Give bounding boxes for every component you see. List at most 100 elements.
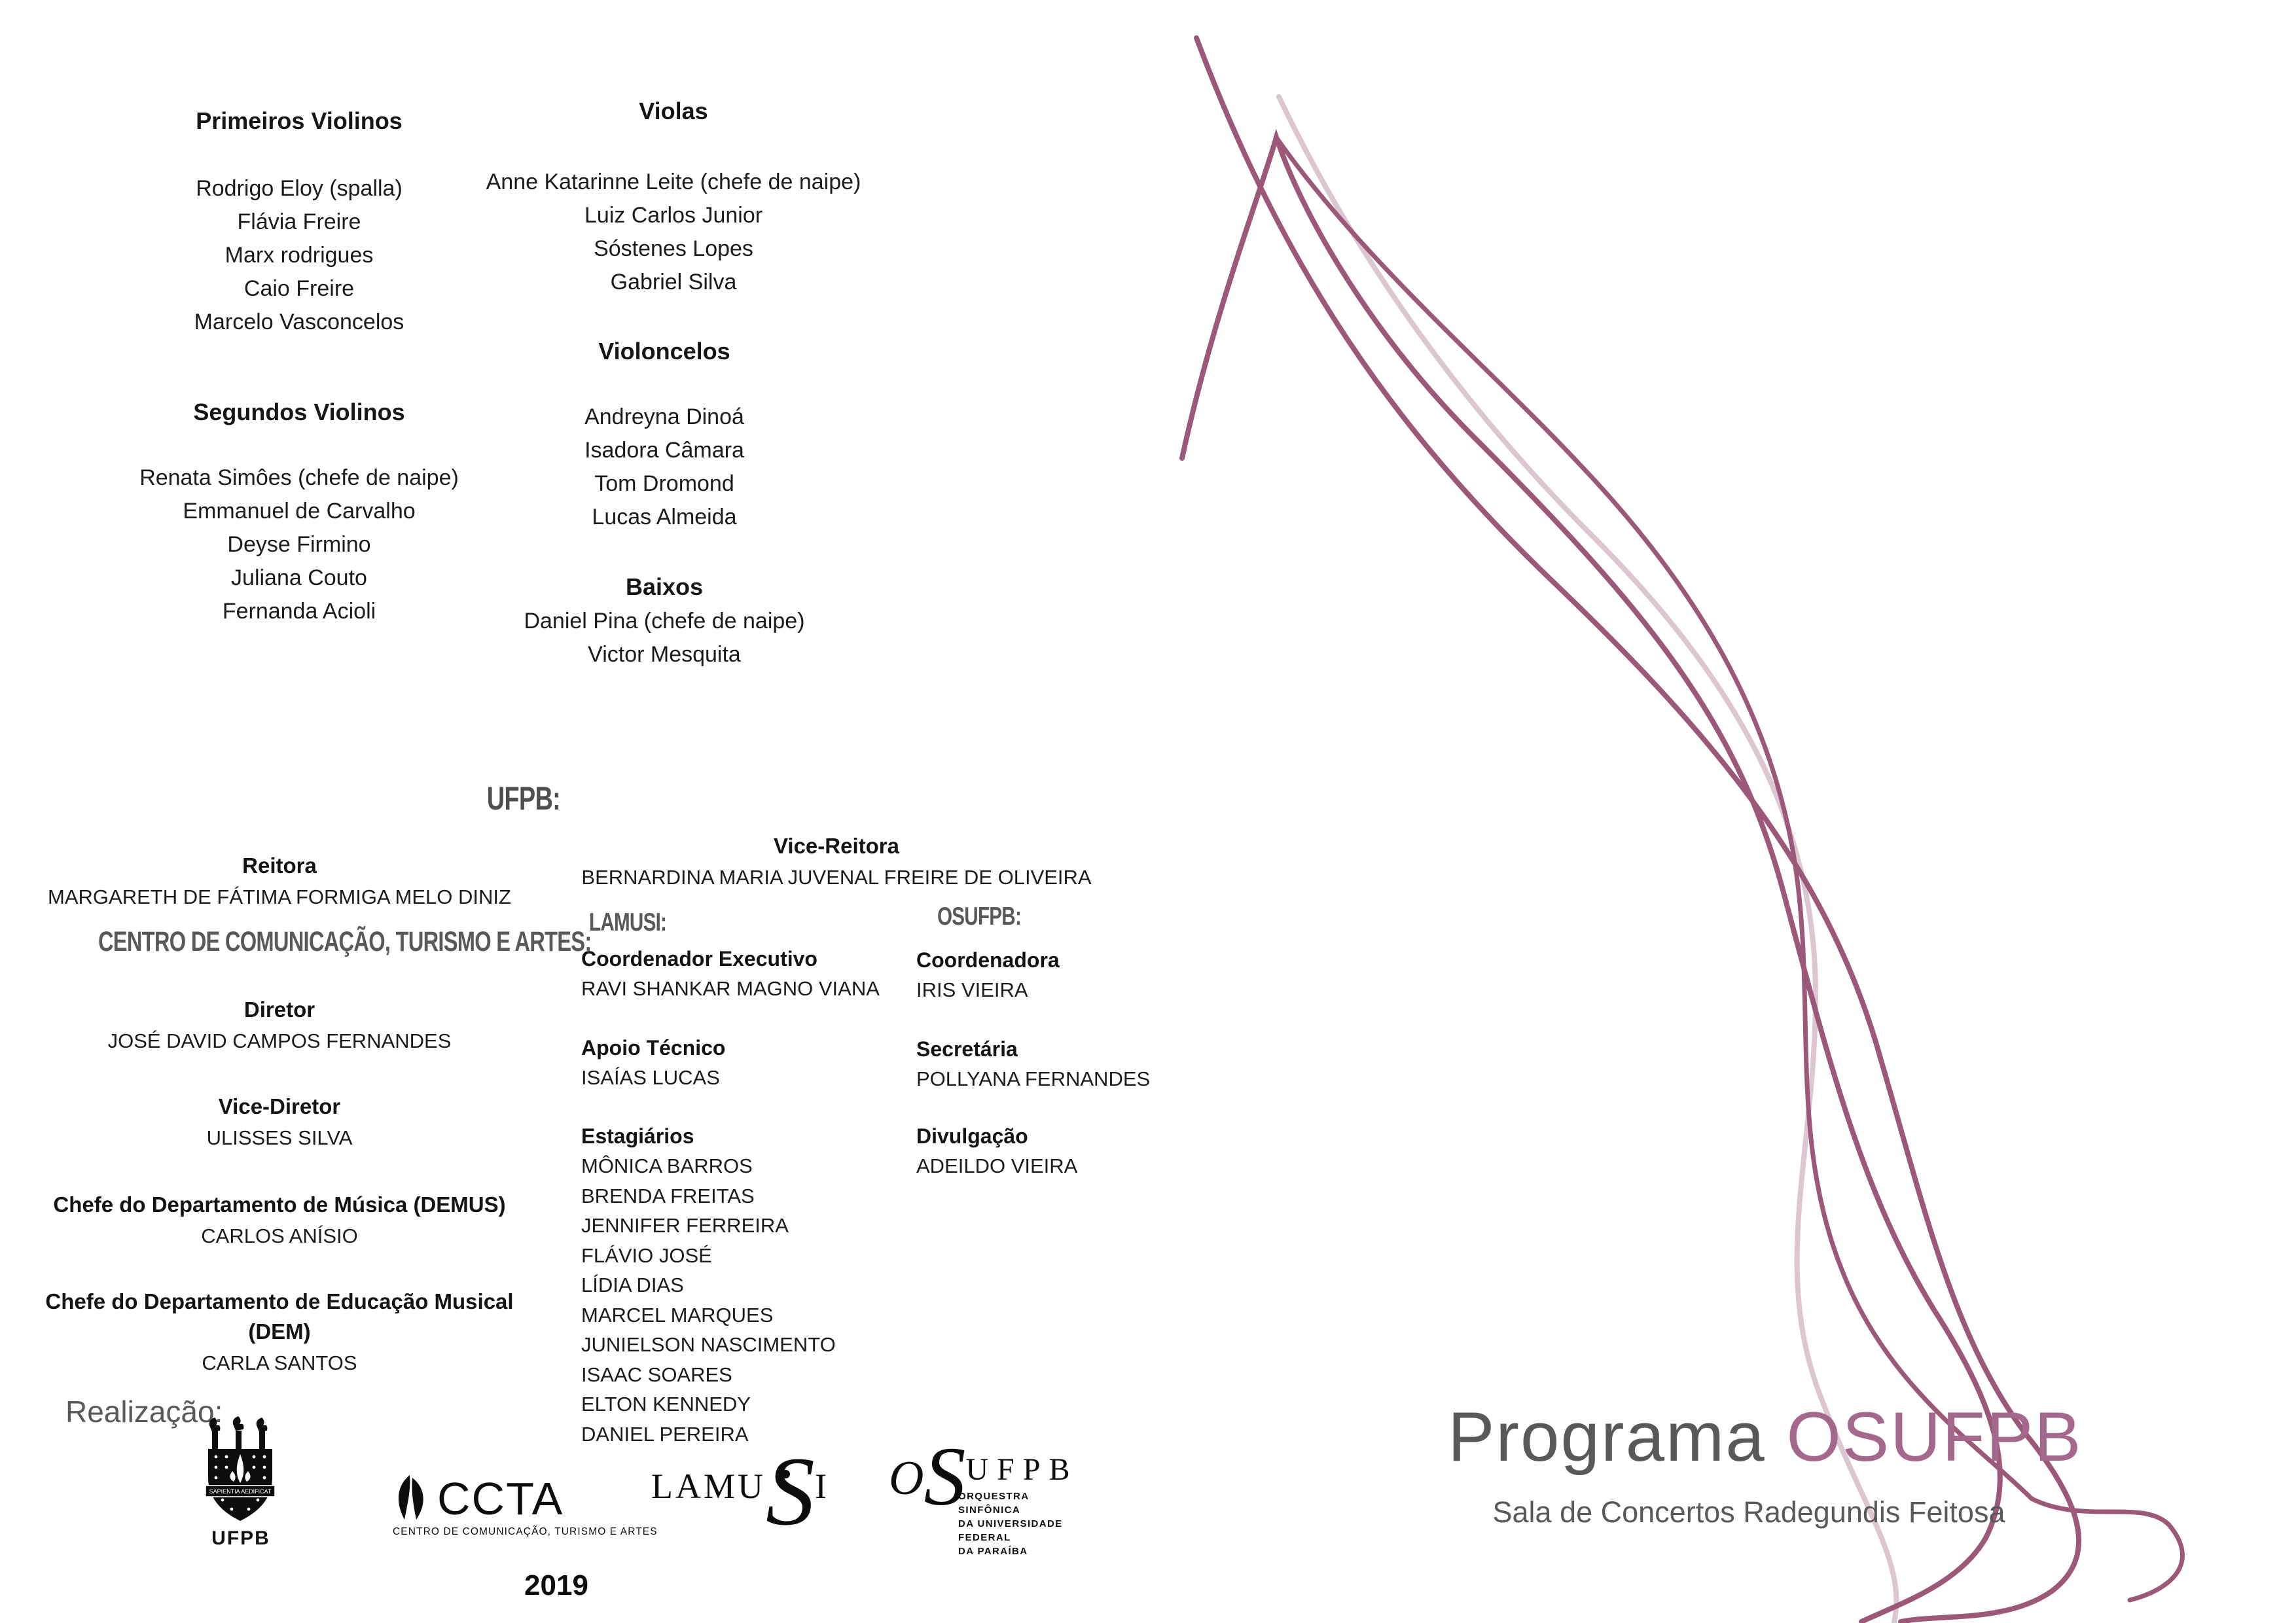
member-name: Anne Katarinne Leite (chefe de naipe) [486,169,861,194]
ccta-logo-subtext: CENTRO DE COMUNICAÇÃO, TURISMO E ARTES [393,1526,658,1537]
ufpb-heading-text: UFPB: [486,780,561,817]
member-name: Lucas Almeida [592,505,737,529]
role-label: Vice-Diretor [218,1094,341,1118]
role-label: Reitora [242,853,317,878]
osufpb-secretaria-block: Secretária POLLYANA FERNANDES [916,1034,1150,1094]
member-name: Sóstenes Lopes [594,236,753,261]
estagiarios-block: Estagiários MÔNICA BARROS BRENDA FREITAS… [581,1121,836,1449]
role-name: ISAÍAS LUCAS [581,1066,720,1089]
member-name: Marcelo Vasconcelos [194,310,404,334]
section-title: Baixos [625,573,704,600]
lamusi-logo-part2: I [815,1467,829,1506]
intern-name: ISAAC SOARES [581,1363,732,1386]
section-title: Violas [639,98,708,124]
member-name: Rodrigo Eloy (spalla) [196,176,403,201]
osufpb-heading-block: OSUFPB: [937,900,1048,934]
role-label: Divulgação [916,1124,1028,1148]
realizacao-label: Realização: [65,1395,223,1429]
member-name: Victor Mesquita [588,642,741,667]
ccta-logo-word: CCTA [437,1473,564,1524]
osufpb-divulgacao-block: Divulgação ADEILDO VIEIRA [916,1121,1077,1181]
section-title: Segundos Violinos [193,399,405,425]
intern-name: ELTON KENNEDY [581,1393,751,1416]
lamusi-swash-icon: S [766,1437,815,1546]
section-title: Violoncelos [598,338,730,365]
lamusi-heading-text: LAMUSI: [589,908,667,936]
role-label: Vice-Reitora [774,834,899,858]
role-name: JOSÉ DAVID CAMPOS FERNANDES [107,1029,452,1052]
role-label: Diretor [243,997,315,1022]
section-violoncelos: Violoncelos Andreyna Dinoá Isadora Câmar… [452,335,877,534]
vice-diretor-block: Vice-Diretor ULISSES SILVA [18,1092,541,1154]
role-name: MARGARETH DE FÁTIMA FORMIGA MELO DINIZ [48,885,511,908]
diretor-block: Diretor JOSÉ DAVID CAMPOS FERNANDES [18,995,541,1058]
member-name: Gabriel Silva [610,270,737,294]
page-subtitle: Sala de Concertos Radegundis Feitosa [1492,1495,2005,1529]
role-label: Estagiários [581,1124,694,1148]
member-name: Juliana Couto [231,565,367,590]
lamusi-coordenador-block: Coordenador Executivo RAVI SHANKAR MAGNO… [581,944,880,1004]
intern-name: MÔNICA BARROS [581,1154,753,1177]
role-name: ADEILDO VIEIRA [916,1154,1078,1177]
member-name: Daniel Pina (chefe de naipe) [524,609,805,633]
intern-name: JUNIELSON NASCIMENTO [581,1333,836,1356]
member-name: Fernanda Acioli [222,599,376,624]
member-name: Caio Freire [243,276,355,301]
reitora-block: Reitora MARGARETH DE FÁTIMA FORMIGA MELO… [18,851,541,914]
osufpb-logo-subtext: ORQUESTRA SINFÔNICA [958,1491,1029,1516]
role-label: Coordenador Executivo [581,947,817,971]
ccta-heading-text: CENTRO DE COMUNICAÇÃO, TURISMO E ARTES: [98,926,592,957]
section-baixos: Baixos Daniel Pina (chefe de naipe) Vict… [452,571,877,671]
ccta-leaf-icon [398,1475,423,1520]
member-name: Andreyna Dinoá [584,404,744,429]
ufpb-motto: SAPIENTIA AEDIFICAT [209,1488,272,1495]
decorative-flourish [1179,35,2185,1623]
dem-block: Chefe do Departamento de Educação Musica… [18,1287,541,1380]
page-title-primary: Programa [1448,1397,1787,1476]
member-name: Luiz Carlos Junior [584,203,763,228]
year-label: 2019 [524,1569,588,1601]
osufpb-logo-subtext: DA UNIVERSIDADE FEDERAL [958,1518,1063,1543]
role-label: Apoio Técnico [581,1036,726,1060]
section-title: Primeiros Violinos [196,107,403,134]
intern-name: BRENDA FREITAS [581,1184,755,1207]
intern-name: FLÁVIO JOSÉ [581,1243,712,1267]
role-name: BERNARDINA MARIA JUVENAL FREIRE DE OLIVE… [581,866,1092,889]
demus-block: Chefe do Departamento de Música (DEMUS) … [18,1190,541,1253]
member-name: Emmanuel de Carvalho [183,499,416,524]
ufpb-logo-label: UFPB [211,1527,270,1549]
role-label: Chefe do Departamento de Música (DEMUS) [53,1192,506,1217]
lamusi-apoio-block: Apoio Técnico ISAÍAS LUCAS [581,1033,725,1093]
member-name: Tom Dromond [594,471,734,496]
role-name: ULISSES SILVA [206,1126,353,1149]
section-segundos-violinos: Segundos Violinos Renata Simôes (chefe d… [96,396,502,628]
section-primeiros-violinos: Primeiros Violinos Rodrigo Eloy (spalla)… [96,105,502,339]
osufpb-logo-letters: UFPB [965,1452,1079,1487]
intern-name: JENNIFER FERREIRA [581,1214,789,1237]
lamusi-logo: LAMUSI [651,1442,827,1541]
role-label: Secretária [916,1037,1018,1061]
role-name: RAVI SHANKAR MAGNO VIANA [581,977,880,1000]
intern-name: LÍDIA DIAS [581,1274,684,1296]
page-title-accent: OSUFPB [1786,1397,2083,1476]
lamusi-dot-icon [781,1470,790,1478]
ccta-heading-block: CENTRO DE COMUNICAÇÃO, TURISMO E ARTES: [20,924,592,959]
member-name: Flávia Freire [237,209,361,234]
osufpb-swash-s-icon: S [924,1430,966,1523]
ccta-logo: CCTA CENTRO DE COMUNICAÇÃO, TURISMO E AR… [393,1474,658,1538]
role-name: CARLA SANTOS [202,1351,357,1374]
role-label: Coordenadora [916,948,1060,972]
osufpb-coordenadora-block: Coordenadora IRIS VIEIRA [916,945,1060,1005]
osufpb-heading-text: OSUFPB: [937,902,1022,931]
lamusi-heading-block: LAMUSI: [589,906,691,940]
member-name: Renata Simôes (chefe de naipe) [139,465,459,490]
role-name: CARLOS ANÍSIO [201,1224,358,1247]
member-name: Marx rodrigues [224,243,374,268]
title-block: Programa OSUFPB Sala de Concertos Radegu… [1448,1397,2081,1529]
ufpb-section-heading: UFPB: [65,780,982,817]
member-name: Deyse Firmino [227,532,371,557]
osufpb-swash-icon: O [889,1452,924,1505]
role-name: IRIS VIEIRA [916,978,1028,1001]
osufpb-logo: OSUFPB ORQUESTRA SINFÔNICA DA UNIVERSIDA… [889,1435,1085,1558]
